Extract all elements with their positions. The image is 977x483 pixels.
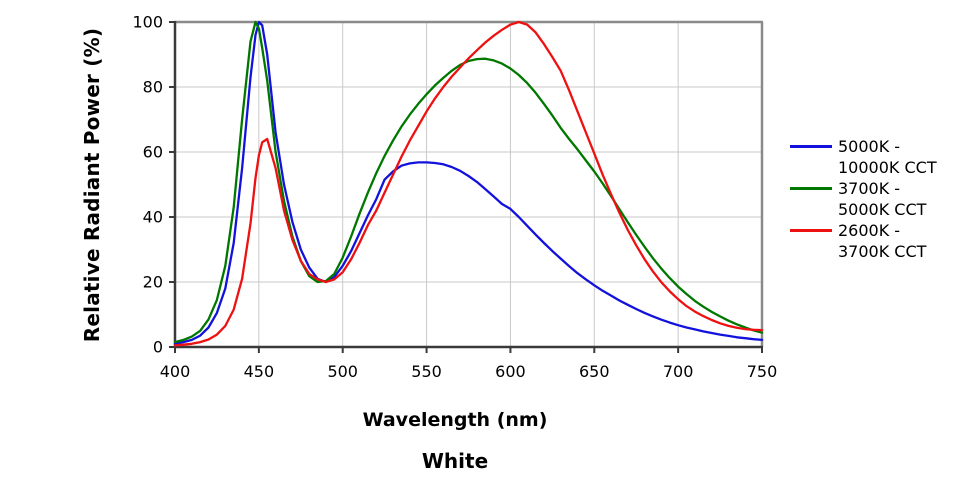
x-tick-label: 700 xyxy=(663,362,694,381)
x-tick-label: 500 xyxy=(327,362,358,381)
legend-label-line1: 5000K - xyxy=(838,137,901,156)
x-axis-title: Wavelength (nm) xyxy=(362,409,548,431)
legend: 5000K -10000K CCT 3700K -5000K CCT 2600K -… xyxy=(790,136,976,262)
legend-label: 3700K - 5000K CCT xyxy=(838,178,926,220)
legend-line-sample xyxy=(790,229,832,232)
y-tick-label: 80 xyxy=(143,78,163,97)
legend-line-sample xyxy=(790,145,832,148)
y-tick-label: 40 xyxy=(143,208,163,227)
y-tick-label: 60 xyxy=(143,143,163,162)
legend-label-line2: 5000K CCT xyxy=(838,200,927,219)
legend-label-line2: 3700K CCT xyxy=(838,242,927,261)
chart-title: White xyxy=(421,449,489,473)
legend-label: 5000K - 10000K CCT xyxy=(838,136,937,178)
legend-label-line1: 3700K - xyxy=(838,179,901,198)
y-tick-label: 100 xyxy=(132,13,163,32)
y-tick-label: 0 xyxy=(153,338,163,357)
x-tick-label: 550 xyxy=(411,362,442,381)
legend-item-5000k-10000k: 5000K - 10000K CCT xyxy=(790,136,976,178)
y-tick-label: 20 xyxy=(143,273,163,292)
x-tick-label: 650 xyxy=(579,362,610,381)
x-tick-label: 450 xyxy=(244,362,275,381)
legend-line-sample xyxy=(790,187,832,190)
legend-label-line2: 10000K CCT xyxy=(838,158,937,177)
series-line-2600k-3700k xyxy=(173,20,764,347)
legend-item-3700k-5000k: 3700K - 5000K CCT xyxy=(790,178,976,220)
x-tick-label: 600 xyxy=(495,362,526,381)
legend-item-2600k-3700k: 2600K - 3700K CCT xyxy=(790,220,976,262)
legend-label: 2600K - 3700K CCT xyxy=(838,220,926,262)
x-tick-label: 750 xyxy=(747,362,778,381)
series-line-5000k-10000k xyxy=(173,20,764,345)
legend-label-line1: 2600K - xyxy=(838,221,901,240)
series-line-3700k-5000k xyxy=(173,20,764,344)
x-tick-label: 400 xyxy=(160,362,191,381)
